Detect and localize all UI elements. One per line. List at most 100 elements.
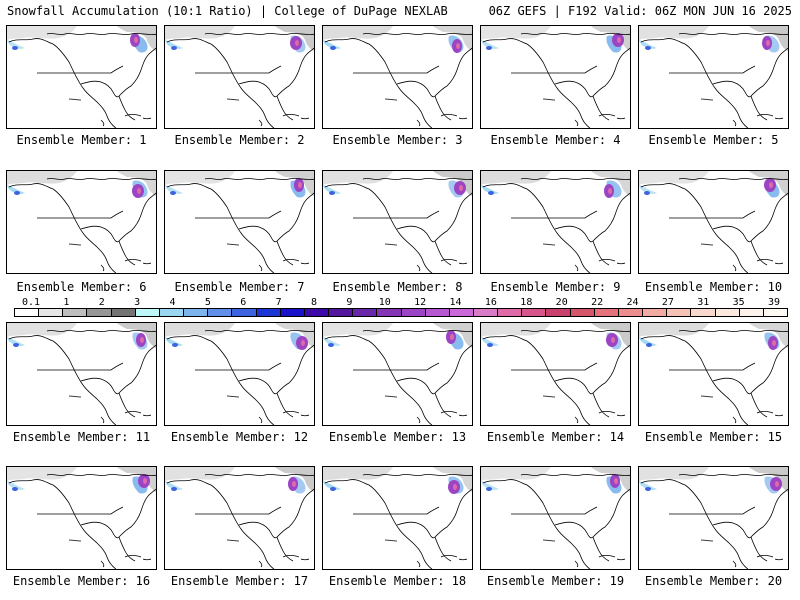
coastline [100, 114, 152, 127]
legend-color-swatch [15, 309, 40, 316]
snowfall-shading [486, 487, 492, 491]
snowfall-shading [12, 46, 18, 50]
snowfall-shading [7, 171, 77, 185]
snowfall-shading [645, 487, 651, 491]
snowfall-peak-shading [295, 40, 299, 46]
north-america-map [639, 26, 788, 128]
snowfall-shading [329, 191, 335, 195]
legend-tick-label: 22 [591, 297, 604, 308]
legend-color-swatch [473, 309, 499, 316]
border-line [195, 506, 282, 542]
legend-color-swatch [594, 309, 619, 316]
legend-tick-label: 6 [240, 297, 247, 308]
snowfall-shading [7, 40, 25, 49]
ensemble-member-label: Ensemble Member: 18 [328, 574, 467, 588]
coastline [8, 474, 156, 569]
ensemble-member-label: Ensemble Member: 20 [644, 574, 783, 588]
border-line [195, 362, 282, 398]
border-line [353, 362, 440, 398]
north-america-map [481, 171, 630, 273]
snowfall-shading [433, 467, 472, 493]
legend-color-swatch [184, 309, 209, 316]
snowfall-shading [749, 171, 788, 197]
north-america-map [481, 467, 630, 569]
snowfall-shading [165, 40, 183, 49]
legend-tick-label: 5 [204, 297, 211, 308]
ensemble-map-panel [480, 466, 631, 570]
coastline [574, 259, 626, 272]
snowfall-shading [7, 337, 25, 346]
north-america-map [639, 467, 788, 569]
coastline [324, 330, 472, 425]
north-america-map [323, 171, 472, 273]
ensemble-member-label: Ensemble Member: 14 [486, 430, 625, 444]
coastline [166, 178, 314, 273]
ensemble-member-label: Ensemble Member: 3 [332, 133, 463, 147]
ensemble-map-panel [638, 466, 789, 570]
legend-tick-label: 3 [134, 297, 141, 308]
ensemble-member-label: Ensemble Member: 5 [648, 133, 779, 147]
coastline [732, 114, 784, 127]
snowfall-shading [639, 467, 709, 481]
snowfall-shading [486, 46, 492, 50]
coastline [416, 259, 468, 272]
legend-color-swatch [546, 309, 571, 316]
snowfall-shading [323, 171, 393, 185]
snowfall-shading [481, 40, 499, 49]
legend-tick-label: 39 [767, 297, 781, 308]
legend-color-swatch [691, 309, 716, 316]
map-title: Snowfall Accumulation (10:1 Ratio) | Col… [7, 4, 448, 18]
model-run-info: 06Z GEFS | F192 Valid: 06Z MON JUN 16 20… [488, 4, 792, 18]
snowfall-shading [165, 467, 235, 481]
snowfall-shading [7, 323, 77, 337]
snowfall-shading [749, 323, 788, 349]
snowfall-shading [117, 323, 156, 349]
legend-color-swatch [425, 309, 450, 316]
north-america-map [481, 26, 630, 128]
snowfall-shading [644, 191, 650, 195]
coastline [8, 330, 156, 425]
coastline [166, 474, 314, 569]
snowfall-peak-shading [301, 340, 305, 346]
coastline [732, 411, 784, 424]
coastline [8, 33, 156, 128]
legend-tick-label: 2 [98, 297, 105, 308]
north-america-map [7, 171, 156, 273]
legend-tick-label: 27 [661, 297, 674, 308]
coastline [416, 114, 468, 127]
snowfall-shading [639, 481, 657, 490]
coastline [100, 555, 152, 568]
legend-tick-label: 12 [414, 297, 427, 308]
legend-tick-label: 1 [63, 297, 70, 308]
snowfall-peak-shading [459, 185, 463, 191]
ensemble-member-label: Ensemble Member: 7 [174, 280, 305, 294]
snowfall-shading [639, 171, 709, 185]
north-america-map [323, 26, 472, 128]
snowfall-shading [646, 343, 652, 347]
ensemble-map-panel [322, 25, 473, 129]
coastline [100, 259, 152, 272]
north-america-map [481, 323, 630, 425]
coastline [258, 259, 310, 272]
ensemble-map-panel [638, 322, 789, 426]
legend-tick-label: 0.1 [21, 297, 41, 308]
snowfall-shading [7, 467, 77, 481]
snowfall-shading [165, 481, 183, 490]
coastline [324, 178, 472, 273]
snowfall-shading [433, 171, 472, 197]
legend-color-swatch [232, 309, 257, 316]
snowfall-shading [323, 40, 341, 49]
ensemble-map-panel [164, 466, 315, 570]
legend-color-swatch [159, 309, 185, 316]
coastline [732, 259, 784, 272]
snowfall-shading [172, 343, 178, 347]
snowfall-shading [117, 26, 156, 52]
border-line [195, 210, 282, 246]
border-line [37, 210, 124, 246]
snowfall-peak-shading [614, 478, 618, 484]
legend-color-bar [14, 308, 788, 317]
border-line [511, 362, 598, 398]
snowfall-shading [639, 337, 657, 346]
snowfall-peak-shading [292, 481, 296, 487]
north-america-map [323, 467, 472, 569]
